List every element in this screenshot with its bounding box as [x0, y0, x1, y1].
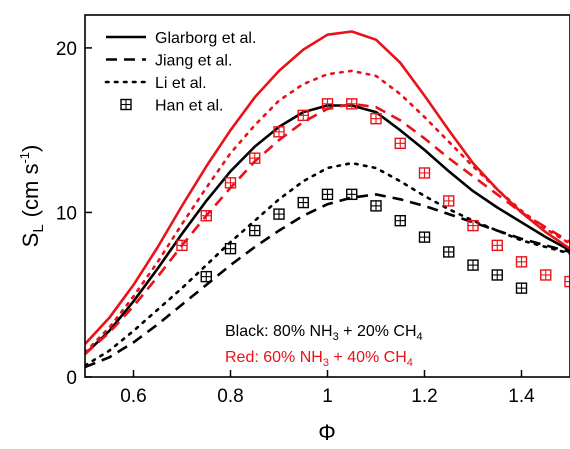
black-han-et-al-markers — [200, 188, 528, 294]
data-point — [418, 167, 431, 179]
x-tick-label: 1.2 — [411, 386, 437, 407]
x-tick-label: 1 — [322, 386, 333, 407]
data-point — [467, 259, 479, 271]
data-point — [443, 246, 455, 258]
data-point — [200, 270, 212, 283]
annotation-black-mixture: Black: 80% NH3 + 20% CH4 — [225, 323, 423, 343]
data-point — [273, 208, 285, 220]
legend-label: Han et al. — [155, 98, 223, 115]
x-tick-label: 0.8 — [217, 386, 243, 407]
ticks-layer: 0.6 0.8 1 1.2 1.4 0 10 20 — [56, 39, 535, 407]
data-point — [491, 239, 503, 252]
y-axis-title-close: ) — [18, 145, 43, 152]
y-tick-label: 0 — [66, 368, 77, 389]
data-point — [200, 210, 212, 222]
data-point — [273, 126, 285, 138]
data-point — [346, 188, 358, 201]
x-axis-title: Φ — [318, 420, 336, 444]
data-point — [370, 112, 382, 125]
data-point — [249, 152, 261, 164]
y-tick-label: 20 — [56, 39, 77, 60]
black-li-et-al-line — [85, 161, 570, 367]
data-point — [394, 137, 406, 150]
data-point — [467, 219, 479, 232]
data-point — [321, 98, 334, 110]
red-han-et-al-markers — [176, 98, 570, 288]
y-axis-title-units: (cm s — [18, 164, 43, 218]
y-axis-title-main: S — [18, 233, 43, 248]
data-point — [297, 196, 309, 209]
y-tick-label: 10 — [56, 203, 77, 224]
data-point — [224, 242, 237, 255]
legend: Glarborg et al. Jiang et al. Li et al. Han … — [104, 30, 256, 115]
data-point — [249, 224, 261, 237]
y-axis-title-subscript: L — [30, 224, 47, 232]
data-point — [370, 200, 382, 212]
data-point — [564, 275, 570, 288]
data-point — [540, 269, 552, 281]
annotation-red-mixture: Red: 60% NH3 + 40% CH4 — [225, 349, 413, 369]
legend-label: Li et al. — [155, 75, 207, 92]
data-point — [418, 231, 431, 243]
legend-label: Glarborg et al. — [155, 30, 256, 47]
legend-item-dotted: Li et al. — [104, 75, 207, 92]
legend-label: Jiang et al. — [155, 53, 232, 70]
x-tick-label: 1.4 — [508, 386, 535, 407]
legend-item-dashed: Jiang et al. — [106, 53, 232, 70]
data-point — [515, 256, 528, 268]
x-tick-label: 0.6 — [120, 386, 146, 407]
series-layer — [85, 30, 570, 369]
black-jiang-et-al-line — [85, 193, 570, 369]
y-axis-title-exponent: -1 — [17, 152, 32, 164]
data-point — [176, 239, 188, 252]
y-axis-title: SL (cm s-1) — [17, 145, 47, 248]
data-point — [394, 214, 406, 227]
annotations: Black: 80% NH3 + 20% CH4 Red: 60% NH3 + … — [225, 323, 423, 369]
data-point — [297, 109, 309, 122]
data-point — [346, 98, 358, 110]
legend-item-solid: Glarborg et al. — [106, 30, 256, 47]
data-point — [443, 195, 455, 207]
red-li-et-al-line — [85, 69, 570, 354]
data-point — [224, 177, 237, 189]
legend-item-marker: Han et al. — [120, 98, 223, 115]
data-point — [321, 188, 334, 201]
data-point — [515, 282, 528, 294]
data-point — [491, 269, 503, 281]
